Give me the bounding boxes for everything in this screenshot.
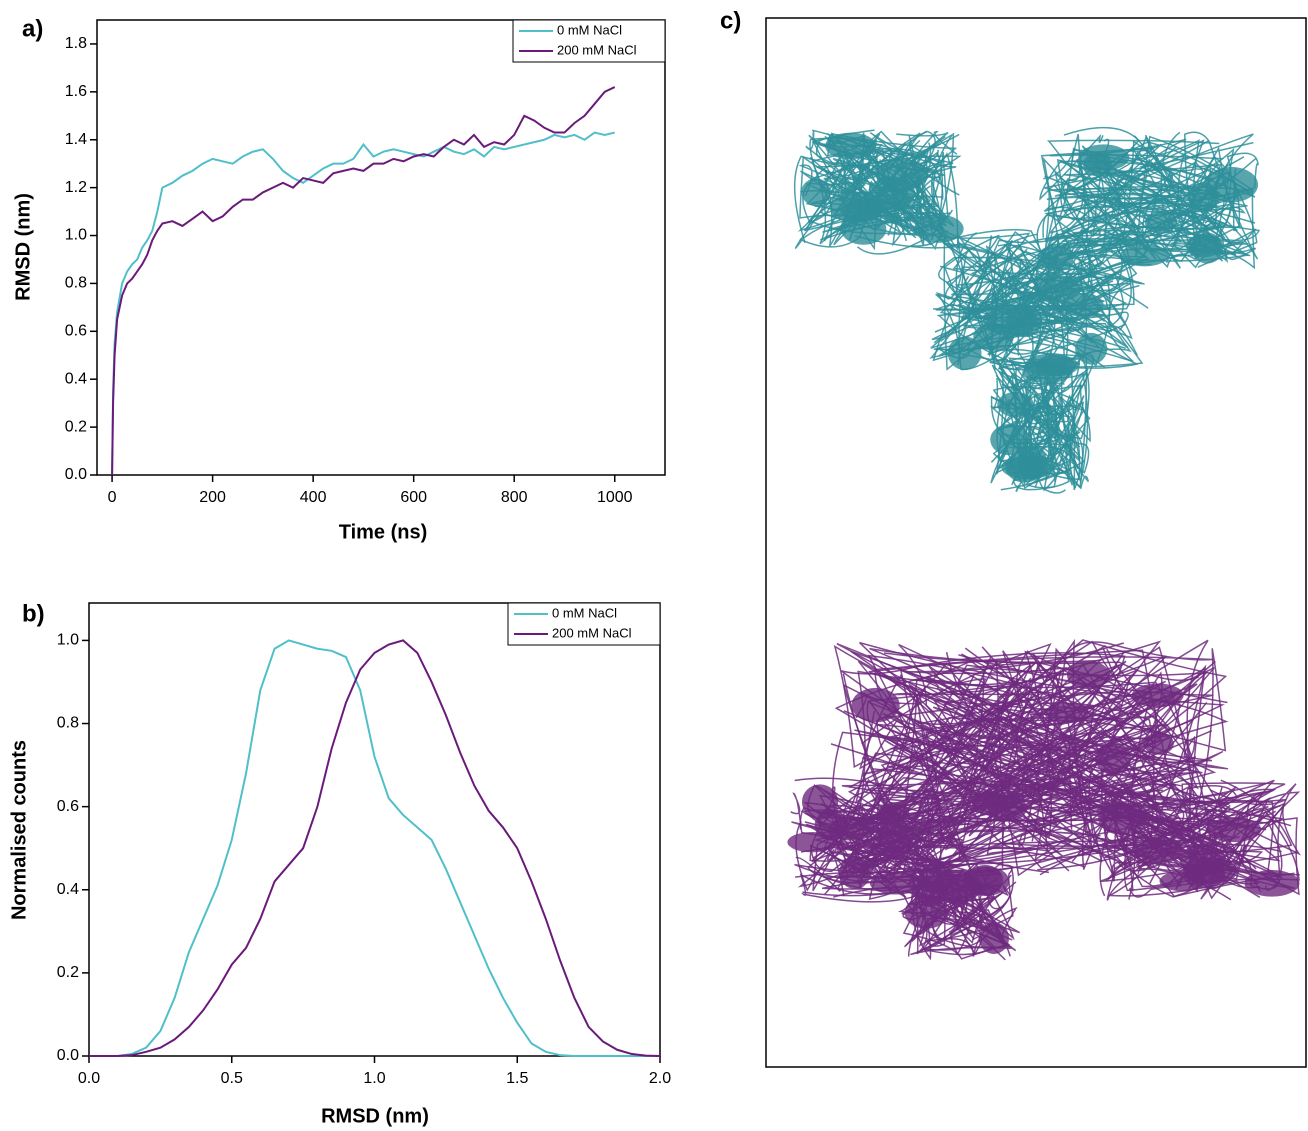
protein-helix — [1186, 234, 1222, 257]
protein-helix — [1067, 661, 1110, 689]
protein-helix — [852, 688, 900, 723]
legend-label: 0 mM NaCl — [557, 22, 622, 37]
y-tick-label: 1.2 — [65, 179, 87, 196]
protein-helix — [802, 784, 838, 819]
y-axis-label: Normalised counts — [8, 740, 30, 920]
protein-helix — [997, 392, 1033, 417]
protein-helix — [1144, 732, 1174, 754]
x-tick-label: 2.0 — [649, 1070, 671, 1087]
protein-helix — [801, 178, 830, 206]
protein-helix — [1245, 870, 1300, 897]
protein-helix — [1083, 153, 1112, 177]
protein-helix — [1034, 275, 1081, 302]
protein-helix — [830, 192, 884, 223]
protein-helix — [979, 922, 1009, 954]
x-tick-label: 800 — [501, 489, 528, 506]
legend-label: 200 mM NaCl — [552, 625, 632, 640]
y-tick-label: 1.0 — [65, 227, 87, 244]
y-tick-label: 0.8 — [65, 275, 87, 292]
protein-helix — [1044, 703, 1089, 723]
protein-helix — [1037, 245, 1073, 271]
y-tick-label: 1.4 — [65, 131, 87, 148]
y-tick-label: 0.4 — [57, 881, 79, 898]
protein-helix — [876, 822, 914, 857]
x-axis-label: RMSD (nm) — [321, 1105, 429, 1127]
x-tick-label: 200 — [199, 489, 226, 506]
data-line — [89, 640, 660, 1056]
protein-helix — [1185, 861, 1225, 888]
y-tick-label: 0.2 — [65, 418, 87, 435]
x-tick-label: 0.0 — [78, 1070, 100, 1087]
x-tick-label: 400 — [300, 489, 327, 506]
protein-helix — [973, 323, 1014, 351]
y-tick-label: 1.6 — [65, 83, 87, 100]
x-tick-label: 600 — [400, 489, 427, 506]
protein-helix — [839, 856, 871, 889]
y-tick-label: 0.6 — [57, 798, 79, 815]
protein-helix — [878, 802, 909, 824]
y-axis-label: RMSD (nm) — [12, 193, 34, 301]
data-line — [112, 133, 615, 475]
protein-helix — [972, 792, 1008, 816]
data-line — [89, 640, 660, 1056]
x-tick-label: 0 — [108, 489, 117, 506]
x-tick-label: 1.5 — [506, 1070, 528, 1087]
y-tick-label: 0.0 — [57, 1047, 79, 1064]
panel-label: c) — [720, 7, 741, 34]
figure: c) 0 200 400 600 800 1000 0.0 0.2 0.4 0.6 0.8 1.0 1.… — [0, 0, 1308, 1131]
panel-label: b) — [22, 600, 45, 627]
y-tick-label: 0.8 — [57, 715, 79, 732]
protein-helix — [990, 424, 1029, 455]
y-tick-label: 0.2 — [57, 964, 79, 981]
panel-label: a) — [22, 15, 43, 42]
plot-frame — [89, 603, 660, 1056]
y-tick-label: 1.0 — [57, 632, 79, 649]
y-tick-label: 0.6 — [65, 323, 87, 340]
protein-helix — [1132, 684, 1184, 708]
protein-helix — [1137, 836, 1183, 863]
x-tick-label: 1.0 — [363, 1070, 385, 1087]
protein-helix — [825, 133, 876, 160]
protein-helix — [1001, 456, 1055, 479]
protein-helix — [1025, 354, 1076, 377]
y-tick-label: 1.8 — [65, 35, 87, 52]
protein-helix — [1207, 817, 1261, 842]
x-tick-label: 1000 — [597, 489, 633, 506]
plot-frame — [97, 20, 665, 475]
protein-helix — [1188, 183, 1218, 212]
legend-label: 0 mM NaCl — [552, 605, 617, 620]
legend-label: 200 mM NaCl — [557, 42, 637, 57]
protein-helix — [787, 832, 837, 852]
protein-helix — [904, 896, 948, 928]
protein-helix — [935, 870, 977, 905]
y-tick-label: 0.0 — [65, 466, 87, 483]
protein-helix — [1145, 211, 1177, 234]
y-tick-label: 0.4 — [65, 370, 87, 387]
x-tick-label: 0.5 — [221, 1070, 243, 1087]
protein-structures — [787, 128, 1299, 960]
protein-helix — [1098, 802, 1146, 835]
protein-helix — [1095, 742, 1131, 775]
x-axis-label: Time (ns) — [339, 521, 428, 543]
